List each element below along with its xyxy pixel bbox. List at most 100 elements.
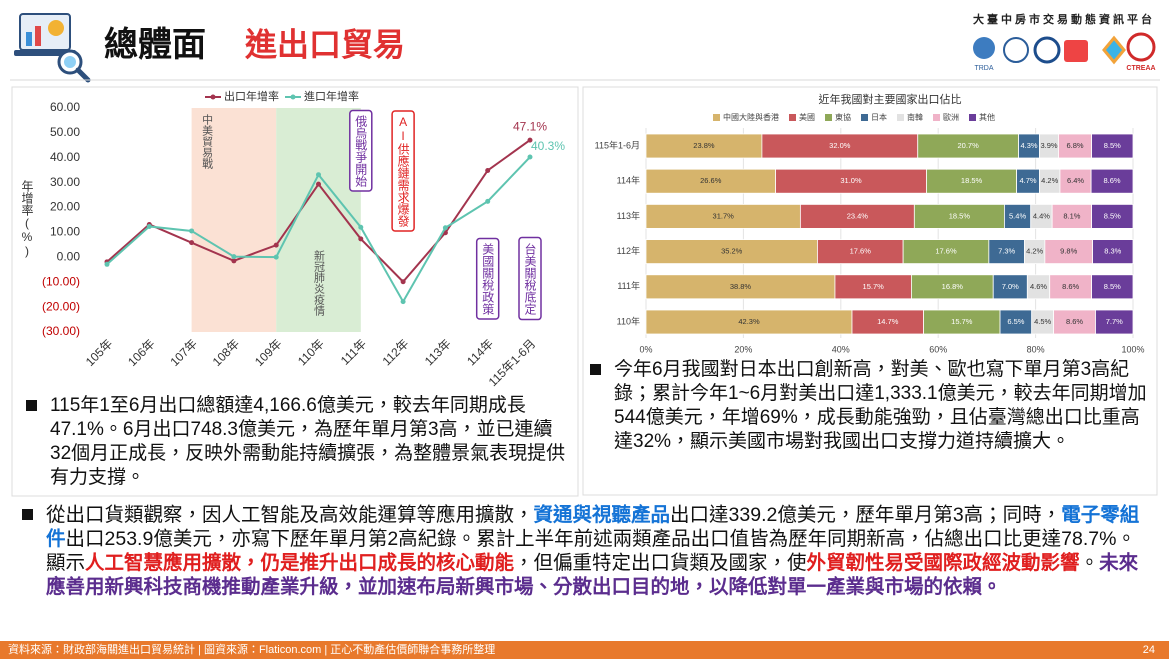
value-label: 47.1%: [513, 119, 547, 133]
x-tick-label: 60%: [929, 344, 947, 354]
graphics: 總體面 進出口貿易 大臺中房市交易動態資訊平台 TRDA CTREAA 中美貿易…: [10, 12, 1160, 497]
value-label: 4.4%: [1033, 211, 1050, 220]
bar-segment: [1058, 133, 1093, 159]
bar-segment: [645, 168, 776, 194]
bar-segment: [1044, 239, 1093, 265]
x-tick-label: 112年: [380, 336, 412, 368]
value-label: 23.4%: [847, 211, 869, 220]
x-tick-label: 105年: [83, 336, 116, 369]
legend-marker: [290, 94, 296, 100]
text-run: 。: [1079, 552, 1100, 574]
point: [316, 172, 321, 178]
y-tick-label: (20.00): [42, 299, 80, 313]
value-label: 31.7%: [713, 211, 735, 220]
x-tick-label: 111年: [338, 336, 369, 367]
point: [400, 299, 406, 305]
x-tick-label: 106年: [125, 336, 158, 369]
legend-label: 中國大陸與香港: [723, 112, 779, 122]
x-tick-label: 100%: [1121, 344, 1144, 354]
y-tick-label: 110年: [617, 315, 640, 326]
text-run: 出口達339.2億美元，歷年單月第3高；同時，: [670, 504, 1062, 526]
point: [400, 279, 406, 285]
y-tick-label: 0.00: [57, 250, 81, 264]
value-label: 32.0%: [829, 141, 851, 150]
y-tick-label: 50.00: [50, 125, 80, 139]
y-tick-label: 114年: [617, 175, 640, 186]
legend-label: 日本: [871, 112, 887, 122]
value-label: 42.3%: [738, 317, 760, 326]
value-label: 15.7%: [863, 282, 885, 291]
value-label: 18.5%: [961, 176, 983, 185]
value-label: 6.5%: [1007, 317, 1024, 326]
region-label: 新冠肺炎疫情: [313, 249, 326, 317]
x-tick-label: 80%: [1027, 344, 1045, 354]
x-tick-label: 0%: [639, 344, 652, 354]
annotation-box: [518, 236, 542, 321]
legend-label: 其他: [979, 112, 995, 122]
value-label: 8.5%: [1104, 211, 1121, 220]
bar-segment: [645, 309, 853, 335]
point: [527, 137, 533, 143]
text-run: 從出口貨類觀察，因人工智能及高效能運算等應用擴散，: [46, 504, 534, 526]
point: [273, 242, 279, 248]
y-tick-label: 111年: [617, 280, 640, 291]
bar-segment: [926, 168, 1018, 194]
value-label: 14.7%: [877, 317, 899, 326]
bar-segment: [1091, 274, 1134, 300]
header-icon: [14, 13, 91, 83]
legend-marker: [210, 94, 216, 100]
point: [316, 181, 321, 187]
text-run: 資通與視聽產品: [533, 504, 671, 526]
legend-swatch: [825, 114, 832, 121]
value-label: 35.2%: [721, 247, 743, 256]
bar-segment: [1092, 239, 1134, 265]
bar-segment: [851, 309, 924, 335]
bar-segment: [917, 133, 1019, 159]
value-label: 18.5%: [949, 211, 971, 220]
right-panel: [582, 86, 1158, 496]
value-label: 7.3%: [998, 247, 1015, 256]
legend-label: 進口年增率: [304, 89, 359, 103]
shaded-region: [191, 108, 277, 332]
text-run: ，但偏重特定出口貨類及國家，使: [514, 552, 807, 574]
bar-segment: [775, 168, 927, 194]
legend-label: 南韓: [907, 112, 923, 122]
legend-swatch: [861, 114, 868, 121]
annotation-text: AI供應鏈需求爆發: [396, 115, 410, 227]
value-label: 4.2%: [1041, 176, 1058, 185]
value-label: 8.6%: [1062, 282, 1079, 291]
page-number: 24: [1142, 644, 1155, 656]
value-label: 8.5%: [1104, 141, 1121, 150]
annotation-box: [391, 110, 415, 232]
bar-segment: [645, 203, 801, 229]
bar-segment: [1090, 168, 1134, 194]
point: [527, 154, 533, 160]
platform-name: 大臺中房市交易動態資訊平台: [973, 12, 1155, 26]
value-label: 8.6%: [1104, 176, 1121, 185]
point: [189, 228, 195, 234]
value-label: 17.6%: [935, 247, 957, 256]
bar-segment: [902, 239, 990, 265]
text-run: 出口253.9億美元，亦寫下歷年單月第2高紀錄。累計上半年前述兩類產品出口值皆為…: [46, 528, 1136, 574]
point: [358, 224, 364, 230]
point: [104, 261, 110, 267]
value-label: 4.6%: [1030, 282, 1047, 291]
value-label: 6.8%: [1066, 141, 1083, 150]
text-run: 人工智慧應用擴散，仍是推升出口成長的核心動能: [85, 552, 515, 574]
left-paragraph: 115年1至6月出口總額達4,166.6億美元，較去年同期成長47.1%。6月出…: [26, 394, 572, 490]
x-tick-label: 113年: [422, 336, 454, 368]
bar-segment: [645, 239, 818, 265]
y-tick-label: (10.00): [42, 274, 80, 288]
value-label: 4.5%: [1034, 317, 1051, 326]
value-label: 4.3%: [1020, 141, 1037, 150]
footer: 資料來源：財政部海關進出口貿易統計 | 圖資來源：Flaticon.com | …: [0, 641, 1169, 659]
value-label: 8.6%: [1066, 317, 1083, 326]
y-tick-label: 10.00: [50, 225, 80, 239]
point: [273, 254, 279, 260]
bar-segment: [645, 133, 763, 159]
y-tick-label: 60.00: [50, 100, 80, 114]
value-label: 38.8%: [730, 282, 752, 291]
value-label: 8.3%: [1104, 247, 1121, 256]
value-label: 6.4%: [1067, 176, 1084, 185]
